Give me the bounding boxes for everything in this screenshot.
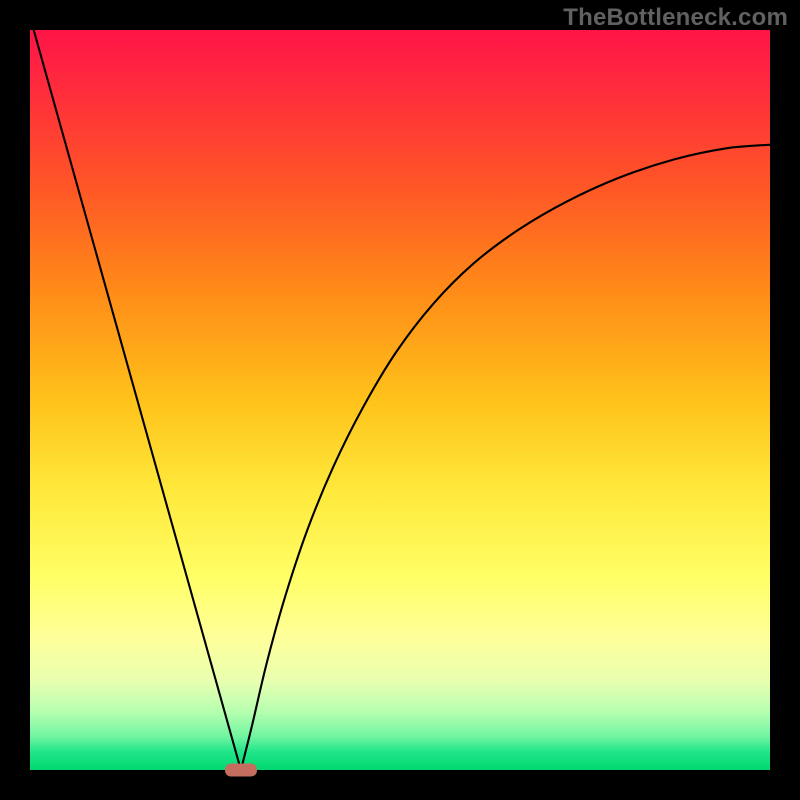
bottleneck-curve (30, 30, 770, 770)
chart-frame: TheBottleneck.com (0, 0, 800, 800)
min-marker (225, 764, 257, 777)
plot-area (30, 30, 770, 770)
watermark-text: TheBottleneck.com (563, 4, 788, 32)
